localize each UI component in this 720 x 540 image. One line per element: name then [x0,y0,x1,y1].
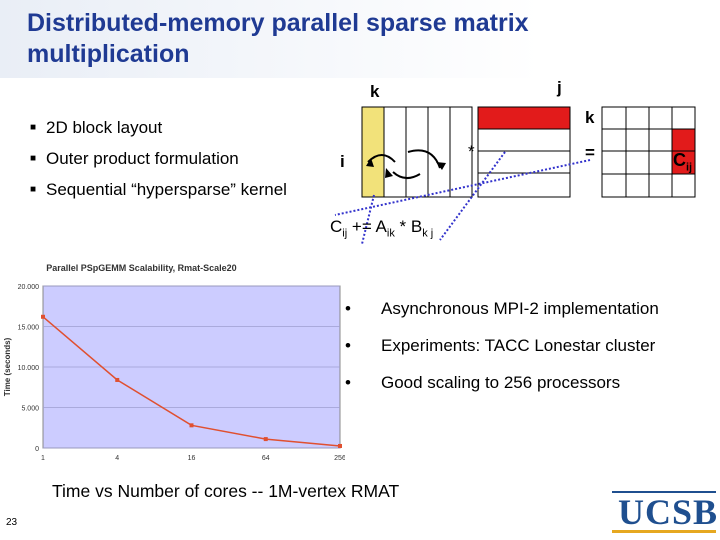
bullet-text: Experiments: TACC Lonestar cluster [381,335,656,355]
page-number: 23 [6,517,18,528]
label-k-top: k [370,82,380,101]
bullet-item: • Asynchronous MPI-2 implementation [345,290,659,327]
multiply-operator: * [468,142,475,161]
data-point [115,377,120,382]
logo-rule-bottom [612,530,716,533]
matrix-b-grid [477,106,571,198]
bullet-item: • Good scaling to 256 processors [345,364,659,401]
matrix-a-strip [362,107,384,197]
bullet-marker: ■ [30,184,37,195]
left-bullet-list: ■ 2D block layout ■ Outer product formulat… [30,112,287,205]
data-point [41,314,45,319]
chart-caption: Time vs Number of cores -- 1M-vertex RMA… [52,481,400,501]
matrix-b-strip [478,107,570,129]
y-tick-label: 10.000 [18,365,40,372]
bullet-text: Asynchronous MPI-2 implementation [381,298,659,318]
x-tick-label: 16 [188,455,196,462]
logo-rule-top [612,491,716,493]
y-axis-label: Time (seconds) [3,337,12,396]
matrix-c-grid [601,106,696,198]
x-tick-label: 256 [334,455,345,462]
data-point [338,443,342,448]
formula-arrows [334,151,591,245]
slide-title: Distributed-memory parallel sparse matri… [27,9,529,68]
bullet-marker: ■ [30,153,37,164]
update-formula: Cij += Aik * Bk j [330,217,434,240]
x-tick-label: 64 [262,455,270,462]
bullet-marker: ■ [30,122,37,133]
bullet-item: • Experiments: TACC Lonestar cluster [345,327,659,364]
bullet-item: ■ Outer product formulation [30,143,287,174]
y-tick-label: 5.000 [21,406,39,413]
right-bullet-list: • Asynchronous MPI-2 implementation • Expe… [345,290,659,401]
title-band [0,0,720,78]
label-j: j [557,78,562,97]
bullet-text: Good scaling to 256 processors [381,372,621,392]
x-tick-label: 1 [41,455,45,462]
y-tick-label: 0 [35,446,39,453]
bullet-item: ■ 2D block layout [30,112,287,143]
bullet-marker: • [345,298,351,318]
x-tick-label: 4 [115,455,119,462]
bullet-marker: • [345,335,351,355]
data-point [189,423,194,428]
bullet-text: Outer product formulation [46,148,239,168]
chart-title: Parallel PSpGEMM Scalability, Rmat-Scale… [46,263,236,273]
y-tick-label: 20.000 [18,284,40,291]
label-k-right: k [585,108,595,127]
bullet-item: ■ Sequential “hypersparse” kernel [30,174,287,205]
scalability-chart: Parallel PSpGEMM Scalability, Rmat-Scale… [3,263,345,462]
label-i: i [340,152,345,171]
equals-operator: = [585,143,595,162]
data-point [263,437,268,442]
bullet-text: Sequential “hypersparse” kernel [46,179,287,199]
bullet-text: 2D block layout [46,117,163,137]
y-tick-label: 15.000 [18,325,40,332]
ucsb-logo: UCSB [618,492,719,532]
label-cij: Cij [673,150,693,174]
bullet-marker: • [345,372,351,392]
